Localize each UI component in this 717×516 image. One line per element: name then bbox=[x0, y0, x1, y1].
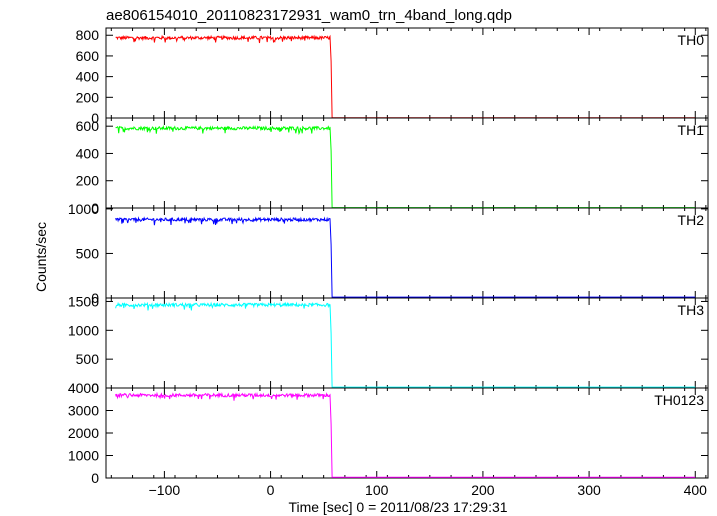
series-line-th1 bbox=[115, 124, 696, 209]
y-tick-label: 0 bbox=[91, 290, 99, 306]
y-tick-label: 1500 bbox=[68, 293, 99, 309]
panel-label: TH0123 bbox=[654, 392, 704, 408]
y-tick-label: 0 bbox=[91, 110, 99, 126]
panel-th2: 0 500 1000 TH2 bbox=[68, 201, 709, 306]
panel-label: TH3 bbox=[678, 302, 705, 318]
y-tick-label: 200 bbox=[76, 173, 100, 189]
panel-th3: 0 500 1000 1500 TH3 bbox=[68, 293, 709, 396]
x-tick-label: 0 bbox=[267, 482, 275, 498]
x-tick-label: 300 bbox=[577, 482, 601, 498]
y-tick-label: 3000 bbox=[68, 403, 99, 419]
x-axis: −100 0 100 200 300 400 bbox=[149, 482, 708, 498]
panel-frame bbox=[105, 117, 709, 209]
x-tick-label: 200 bbox=[471, 482, 495, 498]
y-tick-label: 0 bbox=[91, 380, 99, 396]
y-tick-label: 2000 bbox=[68, 425, 99, 441]
y-tick-label: 1000 bbox=[68, 448, 99, 464]
panel-frame bbox=[105, 207, 709, 299]
panel-th0: 0 200 400 600 800 TH0 bbox=[76, 27, 709, 126]
y-tick-label: 800 bbox=[76, 27, 100, 43]
x-tick-label: 100 bbox=[365, 482, 389, 498]
y-tick-label: 600 bbox=[76, 118, 100, 134]
panel-label: TH1 bbox=[678, 122, 705, 138]
panel-label: TH0 bbox=[678, 32, 705, 48]
y-tick-label: 1000 bbox=[68, 322, 99, 338]
x-tick-label: −100 bbox=[149, 482, 181, 498]
series-line-th0 bbox=[115, 34, 696, 119]
x-axis-label: Time [sec] 0 = 2011/08/23 17:29:31 bbox=[288, 499, 507, 515]
panel-label: TH2 bbox=[678, 212, 705, 228]
y-tick-label: 200 bbox=[76, 89, 100, 105]
y-tick-label: 4000 bbox=[68, 380, 99, 396]
panel-frame bbox=[105, 297, 709, 389]
panel-frame bbox=[105, 387, 709, 479]
y-tick-label: 400 bbox=[76, 69, 100, 85]
y-tick-label: 400 bbox=[76, 145, 100, 161]
panel-frame bbox=[105, 27, 709, 119]
x-tick-label: 400 bbox=[684, 482, 708, 498]
panel-th1: 0 200 400 600 TH1 bbox=[76, 117, 709, 216]
series-line-th2 bbox=[115, 216, 696, 298]
y-tick-label: 500 bbox=[76, 245, 100, 261]
y-tick-label: 600 bbox=[76, 48, 100, 64]
y-tick-label: 1000 bbox=[68, 201, 99, 217]
y-tick-label: 0 bbox=[91, 470, 99, 486]
panel-th0123: 0 1000 2000 3000 4000 TH0123 bbox=[68, 380, 709, 486]
y-axis-label: Counts/sec bbox=[33, 222, 49, 292]
y-tick-label: 0 bbox=[91, 200, 99, 216]
series-line-th3 bbox=[115, 301, 696, 388]
chart-title: ae806154010_20110823172931_wam0_trn_4ban… bbox=[106, 7, 512, 24]
series-line-th0123 bbox=[115, 391, 696, 478]
y-tick-label: 500 bbox=[76, 351, 100, 367]
